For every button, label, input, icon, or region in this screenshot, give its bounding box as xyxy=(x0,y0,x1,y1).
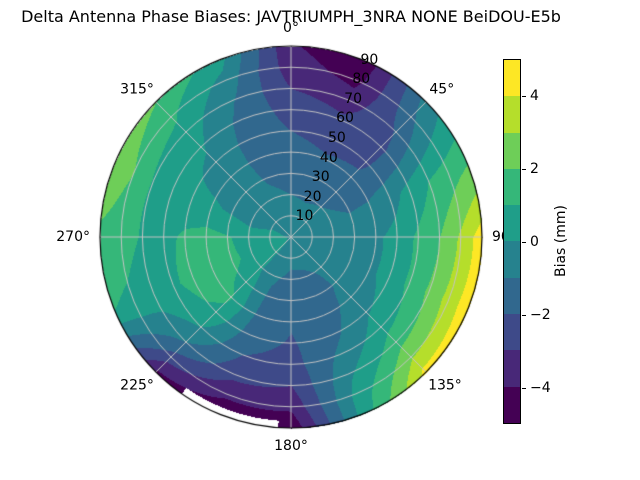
colorbar-band xyxy=(504,60,520,97)
colorbar-tick-label: −4 xyxy=(530,379,551,396)
colorbar-tick-mark xyxy=(522,314,526,316)
ring-label-70: 70 xyxy=(344,90,363,107)
colorbar-tick-mark xyxy=(522,95,526,97)
azimuth-label-135: 135° xyxy=(428,377,462,394)
colorbar xyxy=(503,59,521,424)
ring-label-30: 30 xyxy=(311,169,330,186)
colorbar-band xyxy=(504,205,520,242)
ring-label-10: 10 xyxy=(295,208,314,225)
colorbar-band xyxy=(504,96,520,133)
azimuth-label-45: 45° xyxy=(429,81,455,98)
azimuth-label-225: 225° xyxy=(120,377,154,394)
ring-label-90: 90 xyxy=(360,51,379,68)
colorbar-tick-label: 4 xyxy=(530,87,539,104)
colorbar-axis-label: Bias (mm) xyxy=(553,204,569,278)
azimuth-label-270: 270° xyxy=(56,229,90,245)
colorbar-band xyxy=(504,277,520,315)
colorbar-band xyxy=(504,314,520,351)
ring-label-40: 40 xyxy=(319,149,338,166)
colorbar-band xyxy=(504,241,520,278)
colorbar-tick-mark xyxy=(522,241,526,243)
ring-label-20: 20 xyxy=(303,188,322,205)
azimuth-label-0: 0° xyxy=(283,20,299,36)
ring-label-60: 60 xyxy=(336,110,354,127)
chart-title: Delta Antenna Phase Biases: JAVTRIUMPH_3… xyxy=(21,7,561,26)
colorbar-tick-label: −2 xyxy=(530,306,551,323)
colorbar-tick-mark xyxy=(522,387,526,389)
colorbar-band xyxy=(504,132,520,169)
colorbar-tick-label: 0 xyxy=(530,233,539,250)
ring-label-80: 80 xyxy=(352,71,371,88)
azimuth-label-180: 180° xyxy=(274,438,308,454)
ring-label-50: 50 xyxy=(328,130,346,147)
colorbar-band xyxy=(504,350,520,387)
colorbar-band xyxy=(504,168,520,206)
azimuth-label-315: 315° xyxy=(120,81,154,98)
colorbar-tick-mark xyxy=(522,168,526,170)
colorbar-band xyxy=(504,386,520,423)
colorbar-tick-label: 2 xyxy=(530,160,539,177)
